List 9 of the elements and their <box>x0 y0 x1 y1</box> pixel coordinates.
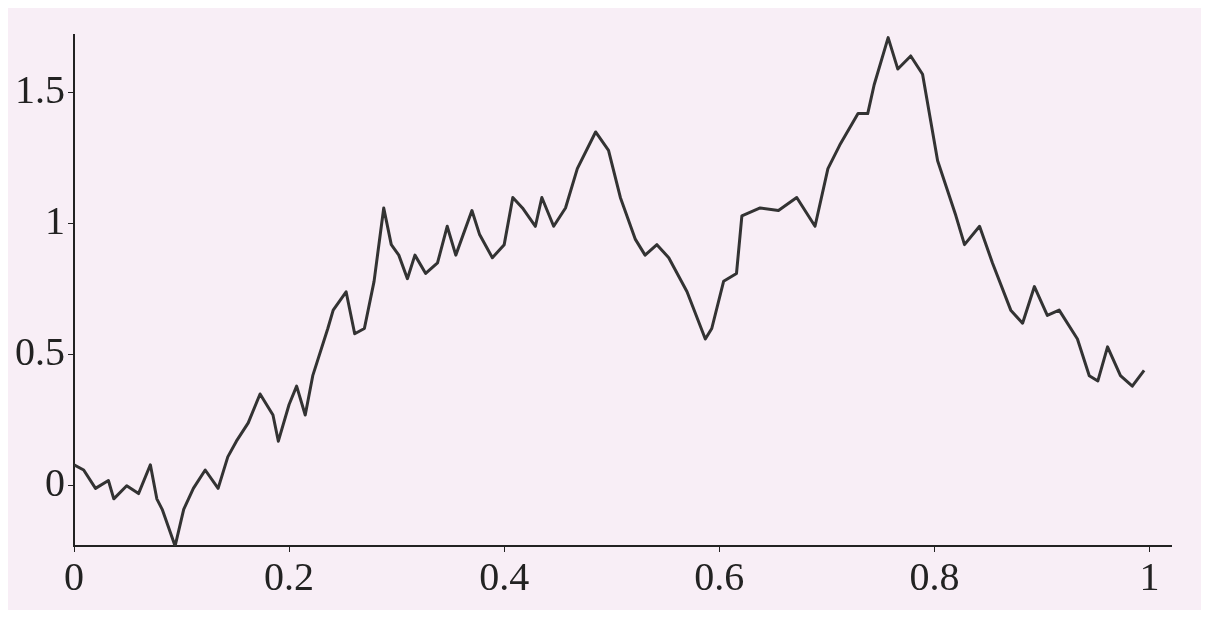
x-tick-label: 0.8 <box>909 553 960 599</box>
x-tick-label: 0.2 <box>264 553 315 599</box>
y-tick-label: 0 <box>45 460 65 506</box>
y-tick-label: 1 <box>45 198 65 244</box>
x-tick-label: 0.4 <box>479 553 530 599</box>
x-tick-label: 0.6 <box>694 553 745 599</box>
y-tick-label: 1.5 <box>15 67 65 113</box>
x-tick-label: 1 <box>1139 553 1160 599</box>
y-tick-label: 0.5 <box>15 329 65 375</box>
